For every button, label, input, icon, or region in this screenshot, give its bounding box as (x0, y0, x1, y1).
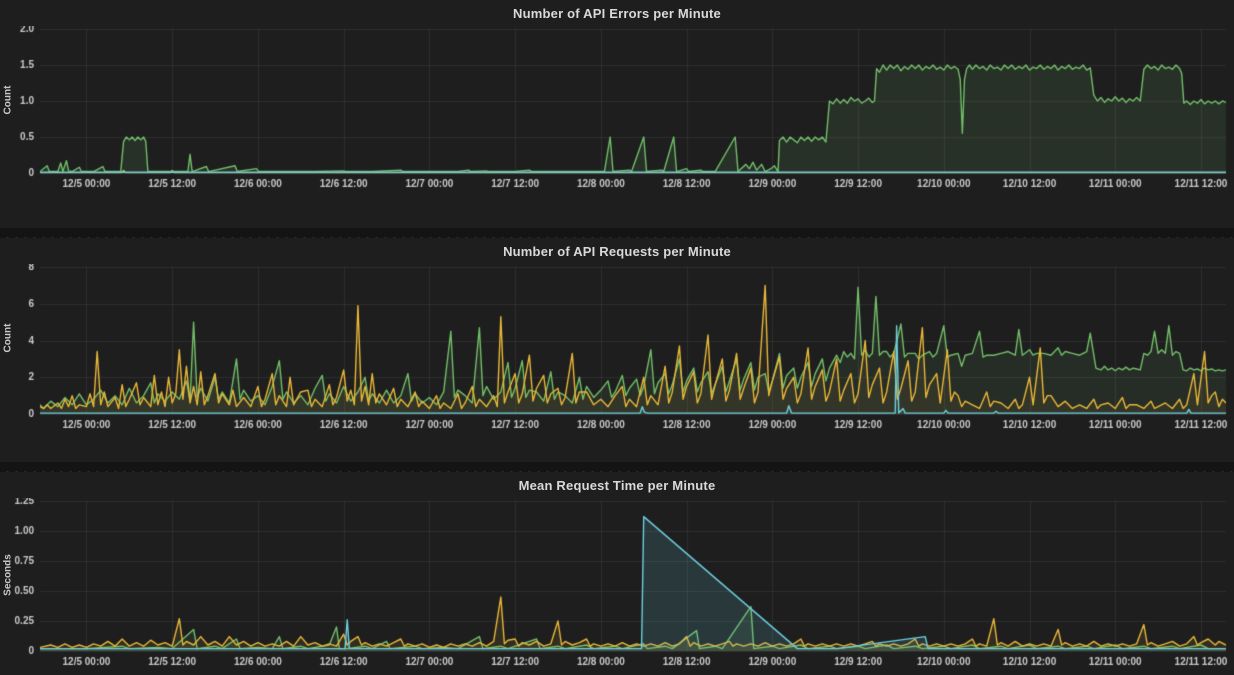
row-resize-handle[interactable] (0, 462, 1234, 472)
panel-header: Number of API Requests per Minute (0, 238, 1234, 264)
panel-api-errors: Number of API Errors per Minute Count (0, 0, 1234, 228)
panel-api-requests: Number of API Requests per Minute Count (0, 238, 1234, 462)
chart-canvas-mean-request-time[interactable] (0, 498, 1234, 675)
row-resize-handle[interactable] (0, 228, 1234, 238)
panel-title-mean-request-time[interactable]: Mean Request Time per Minute (518, 477, 716, 493)
panel-mean-request-time: Mean Request Time per Minute Seconds (0, 472, 1234, 675)
chart-canvas-api-requests[interactable] (0, 264, 1234, 462)
panel-header: Mean Request Time per Minute (0, 472, 1234, 498)
chart-canvas-api-errors[interactable] (0, 26, 1234, 228)
panel-title-api-errors[interactable]: Number of API Errors per Minute (513, 5, 721, 21)
panel-title-api-requests[interactable]: Number of API Requests per Minute (503, 243, 731, 259)
panel-header: Number of API Errors per Minute (0, 0, 1234, 26)
